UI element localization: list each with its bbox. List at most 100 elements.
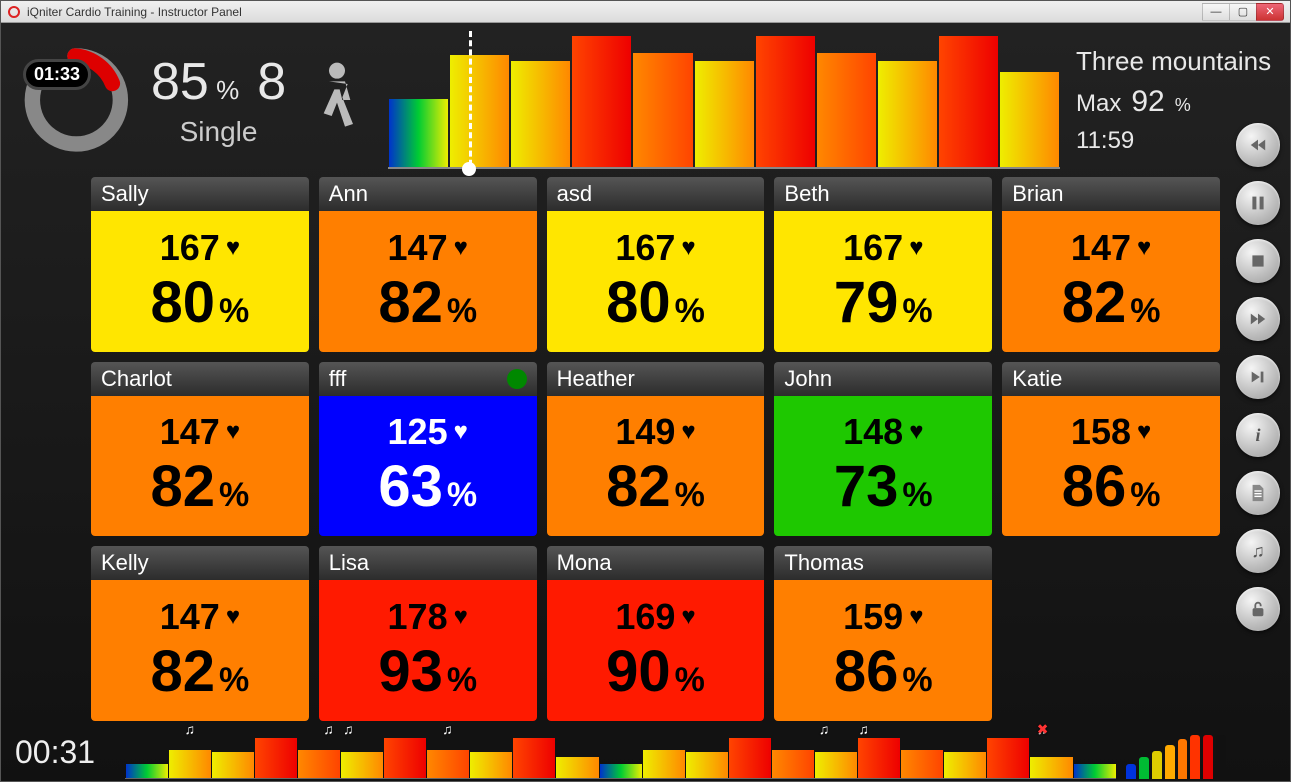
status-dot [507,369,527,389]
participant-card[interactable]: Katie 158♥86% [1002,362,1220,537]
participant-hr: 149 [615,411,675,453]
participant-hr: 147 [1071,227,1131,269]
participant-card[interactable]: Sally167♥80% [91,177,309,352]
participant-body: 158♥86% [1002,396,1220,537]
mini-profile-segment [729,738,771,778]
document-button[interactable] [1236,471,1280,515]
max-label: Max [1076,90,1121,118]
mini-profile-segment [901,750,943,778]
profile-chart[interactable] [388,31,1060,169]
participant-card[interactable]: Ann147♥82% [319,177,537,352]
participant-hr: 167 [160,227,220,269]
mini-profile-segment [556,757,598,778]
participant-card[interactable]: Brian147♥82% [1002,177,1220,352]
info-button[interactable]: i [1236,413,1280,457]
mini-profile-segment [858,738,900,778]
participant-name: Lisa [329,550,369,576]
mini-profile-segment [772,750,814,778]
skip-button[interactable] [1236,355,1280,399]
participant-name: Kelly [101,550,149,576]
heart-icon: ♥ [681,418,695,446]
mini-profile-segment [212,752,254,778]
participant-card[interactable]: Charlot 147♥82% [91,362,309,537]
app-icon [7,5,21,19]
vu-bar [1178,739,1188,779]
participant-header: fff [319,362,537,396]
profile-segment [756,36,815,167]
participant-name: Mona [557,550,612,576]
participant-pct: 80 [151,269,216,336]
participant-name: John [784,366,832,392]
profile-segment [695,61,754,167]
close-button[interactable]: ✕ [1256,3,1284,21]
heart-icon: ♥ [681,603,695,631]
participant-name: Katie [1012,366,1062,392]
window-title: iQniter Cardio Training - Instructor Pan… [27,5,242,19]
participant-card[interactable]: Heather 149♥ 82% [547,362,765,537]
participant-hr: 147 [160,596,220,638]
mini-profile-segment [815,752,857,778]
participant-card[interactable]: fff125♥63% [319,362,537,537]
participant-body: 167♥79% [774,211,992,352]
participant-card[interactable]: Beth167♥79% [774,177,992,352]
vu-bar [1139,757,1149,779]
maximize-button[interactable]: ▢ [1229,3,1257,21]
mini-profile-chart[interactable]: ♫♫♫♫♫♫♫✖ [125,731,1116,779]
fast-forward-button[interactable] [1236,297,1280,341]
titlebar[interactable]: iQniter Cardio Training - Instructor Pan… [1,1,1290,23]
participant-card[interactable]: John148♥73% [774,362,992,537]
participant-hr: 147 [160,411,220,453]
stop-button[interactable] [1236,239,1280,283]
pct-symbol: % [675,476,705,515]
participant-card[interactable]: Mona169♥90% [547,546,765,721]
minimize-button[interactable]: — [1202,3,1230,21]
mini-profile-segment [1030,757,1072,778]
participant-header: asd [547,177,765,211]
lock-button[interactable] [1236,587,1280,631]
profile-segment [878,61,937,167]
participant-pct: 73 [834,453,899,520]
participant-name: Charlot [101,366,172,392]
side-buttons: i ♫ [1236,123,1280,631]
participant-card[interactable]: asd167♥80% [547,177,765,352]
participant-card[interactable]: Lisa178♥93% [319,546,537,721]
mini-profile-segment [169,750,211,778]
participant-body: 147♥82% [91,396,309,537]
pause-button[interactable] [1236,181,1280,225]
participant-pct: 79 [834,269,899,336]
participant-header: Katie [1002,362,1220,396]
pct-symbol: % [902,292,932,331]
pct-symbol: % [675,661,705,700]
participant-hr: 169 [615,596,675,638]
profile-segment [450,55,509,167]
participant-header: Heather [547,362,765,396]
rewind-button[interactable] [1236,123,1280,167]
profile-segment [511,61,570,167]
segment-timer: 01:33 [23,59,91,90]
profile-segment [1000,72,1059,167]
mini-profile-segment [298,750,340,778]
music-button[interactable]: ♫ [1236,529,1280,573]
participant-grid-wrap: Sally167♥80%Ann147♥82%asd167♥80%Beth167♥… [1,173,1290,725]
pct-symbol: % [675,292,705,331]
pct-symbol: % [219,661,249,700]
profile-cursor[interactable] [469,31,472,175]
bottom-strip: 00:31 ♫♫♫♫♫♫♫✖ [1,725,1290,781]
participant-header: Brian [1002,177,1220,211]
participant-pct: 82 [606,453,671,520]
participant-name: Thomas [784,550,863,576]
zone-number: 8 [257,52,286,112]
participant-pct: 86 [834,638,899,705]
participant-hr: 159 [843,596,903,638]
participant-card[interactable]: Kelly147♥82% [91,546,309,721]
profile-cursor-dot[interactable] [462,162,476,176]
participant-pct: 93 [378,638,443,705]
participant-hr: 158 [1071,411,1131,453]
logo-block: 01:33 [15,31,135,169]
participant-name: Brian [1012,181,1063,207]
top-strip: 01:33 85 % 8 Single Three mountains Max … [1,23,1290,173]
music-marker-icon: ♫ [343,721,354,737]
participant-card[interactable]: Thomas159♥86% [774,546,992,721]
participant-pct: 82 [151,453,216,520]
participant-hr: 148 [843,411,903,453]
